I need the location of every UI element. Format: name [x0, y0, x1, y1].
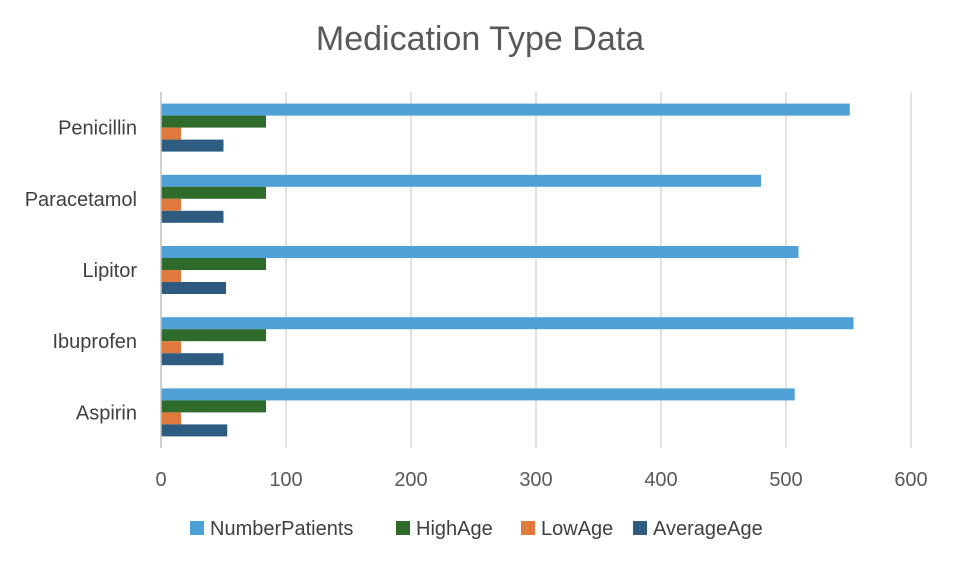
- chart-title: Medication Type Data: [316, 20, 644, 58]
- bar-averageage-ibuprofen: [161, 353, 224, 366]
- category-label: Ibuprofen: [52, 331, 137, 353]
- legend-label: HighAge: [416, 518, 493, 540]
- bar-numberpatients-aspirin: [161, 388, 795, 401]
- x-tick-label: 300: [519, 469, 552, 491]
- legend-swatch: [396, 521, 410, 535]
- bar-averageage-aspirin: [161, 424, 228, 437]
- legend-swatch: [633, 521, 647, 535]
- bar-numberpatients-lipitor: [161, 246, 799, 258]
- bar-highage-penicillin: [161, 115, 266, 128]
- x-tick-label: 500: [769, 469, 802, 491]
- x-tick-label: 100: [269, 469, 302, 491]
- x-tick-label: 600: [894, 469, 927, 491]
- legend-label: LowAge: [541, 518, 613, 540]
- bar-lowage-paracetamol: [161, 198, 181, 211]
- category-label: Penicillin: [58, 118, 137, 140]
- legend-swatch: [190, 521, 204, 535]
- legend-swatch: [521, 521, 535, 535]
- bar-highage-ibuprofen: [161, 329, 266, 342]
- legend-label: NumberPatients: [210, 518, 353, 540]
- bar-lowage-aspirin: [161, 412, 181, 425]
- axes: 0 100 200 300 400 500 600 Penicillin Paracetamol…: [25, 92, 928, 491]
- x-tick-label: 0: [155, 469, 166, 491]
- bar-averageage-paracetamol: [161, 210, 224, 223]
- bar-numberpatients-ibuprofen: [161, 317, 854, 330]
- bar-numberpatients-paracetamol: [161, 174, 761, 187]
- category-label: Lipitor: [83, 260, 138, 282]
- bar-lowage-ibuprofen: [161, 341, 181, 354]
- legend: NumberPatients HighAge LowAge AverageAge: [190, 518, 763, 540]
- bars: [161, 103, 854, 437]
- x-tick-label: 400: [644, 469, 677, 491]
- bar-highage-lipitor: [161, 258, 266, 270]
- x-tick-label: 200: [394, 469, 427, 491]
- category-label: Aspirin: [76, 402, 137, 424]
- bar-lowage-penicillin: [161, 127, 181, 140]
- bar-averageage-lipitor: [161, 282, 226, 294]
- category-label: Paracetamol: [25, 189, 137, 211]
- bar-highage-aspirin: [161, 400, 266, 413]
- bar-numberpatients-penicillin: [161, 103, 850, 116]
- legend-label: AverageAge: [653, 518, 763, 540]
- bar-lowage-lipitor: [161, 270, 181, 282]
- bar-highage-paracetamol: [161, 186, 266, 199]
- bar-averageage-penicillin: [161, 139, 224, 152]
